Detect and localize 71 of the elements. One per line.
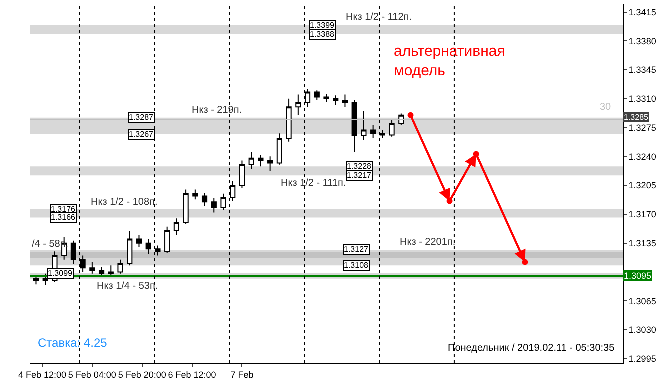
candlestick xyxy=(342,94,348,108)
y-tick-label: 1.3170 xyxy=(628,210,656,220)
candlestick xyxy=(268,156,274,172)
band-label: Нкз 1/4 - 53п. xyxy=(97,281,158,292)
y-tick-label: 1.3345 xyxy=(628,65,656,76)
x-tick-label: 6 Feb 12:00 xyxy=(168,370,216,380)
candlestick xyxy=(239,160,246,189)
band-label: Нкз 1/2 - 108п. xyxy=(91,197,158,208)
candlestick xyxy=(90,262,96,274)
y-tick-label: 1.3310 xyxy=(628,94,656,104)
candlestick xyxy=(370,124,376,140)
candlestick xyxy=(118,259,124,274)
candlestick xyxy=(192,189,198,200)
annotation: 1.3228 xyxy=(347,162,372,171)
candlestick xyxy=(108,265,114,277)
annotation: 30 xyxy=(600,102,612,113)
annotation: 1.3166 xyxy=(51,213,76,222)
candlestick xyxy=(127,230,133,266)
annotation: 1.3267 xyxy=(129,130,154,139)
candlestick xyxy=(33,275,40,286)
y-tick-label: 1.3135 xyxy=(628,238,656,248)
candlestick xyxy=(211,197,217,214)
candlestick xyxy=(352,100,358,154)
band-label: Нкз - 2201п. xyxy=(400,237,456,248)
candlestick xyxy=(314,90,320,102)
annotation: 1.3176 xyxy=(51,205,76,214)
candlestick xyxy=(164,226,170,254)
annotation: Ставка: 4.25 xyxy=(38,336,108,350)
x-tick-label: 5 Feb 20:00 xyxy=(118,370,166,380)
band-label: Нкз 1/2 - 111п. xyxy=(281,178,346,189)
band-label: Нкз 1/2 - 112п. xyxy=(346,12,412,23)
x-tick-label: 7 Feb xyxy=(230,370,254,380)
annotation: альтернативная модель xyxy=(394,43,506,80)
ref-line-label: 1.3285 xyxy=(624,113,650,122)
ref-line-label: 1.3095 xyxy=(624,271,652,281)
candlestick xyxy=(258,154,264,168)
annotation: 1.3399 xyxy=(310,21,336,30)
y-tick-label: 1.3240 xyxy=(628,152,656,162)
candlestick xyxy=(183,189,189,225)
y-tick-label: 1.3030 xyxy=(628,325,656,336)
y-tick-label: 1.3275 xyxy=(628,122,656,133)
candlestick xyxy=(389,120,395,138)
candlestick xyxy=(248,152,254,170)
annotation: 1.3099 xyxy=(48,269,74,278)
x-tick-label: 5 Feb 04:00 xyxy=(68,370,116,380)
annotation: Понедельник / 2019.02.11 - 05:30:35 xyxy=(448,343,616,354)
x-tick-label: 4 Feb 12:00 xyxy=(18,370,67,380)
candlestick xyxy=(296,94,302,116)
y-tick-label: 1.3415 xyxy=(628,7,656,18)
candlestick xyxy=(136,234,142,248)
candlestick xyxy=(361,110,367,141)
annotation: 1.3217 xyxy=(347,171,372,180)
annotation: 1.3127 xyxy=(344,245,370,254)
candlestick xyxy=(70,240,76,264)
candlestick xyxy=(98,266,105,278)
annotation: 1.3287 xyxy=(129,113,154,122)
candlestick xyxy=(324,93,330,103)
y-tick-label: 1.3205 xyxy=(628,180,656,191)
annotation: 1.3108 xyxy=(344,261,370,270)
y-tick-label: 1.3065 xyxy=(628,296,656,306)
candlestick xyxy=(174,218,180,236)
y-tick-label: 1.2995 xyxy=(628,354,656,364)
annotation: 1.3388 xyxy=(310,30,336,39)
candlestick xyxy=(146,238,152,255)
candlestick xyxy=(286,98,292,142)
candlestick xyxy=(202,192,208,207)
band-label: Нкз - 219п. xyxy=(192,105,242,116)
candlestick xyxy=(220,193,226,211)
y-tick-label: 1.3380 xyxy=(628,36,656,46)
candlestick xyxy=(333,95,339,106)
candlestick xyxy=(276,133,282,166)
